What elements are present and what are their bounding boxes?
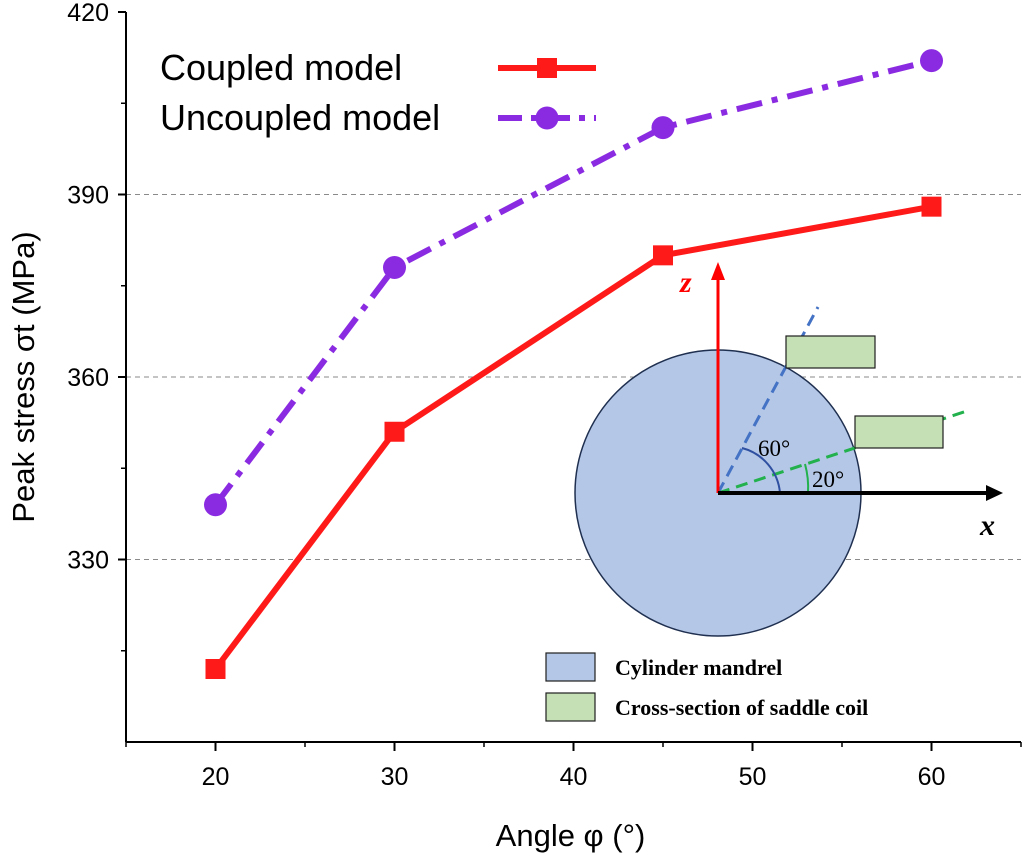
x-tick-label: 30 [381,763,409,791]
legend-swatch-coil [545,692,596,722]
data-point-circle [920,49,943,73]
legend-label-coil: Cross-section of saddle coil [615,695,868,720]
legend-label: Coupled model [160,47,402,88]
x-tick-label: 50 [739,763,767,791]
x-tick-label: 20 [202,763,230,791]
inset-diagram: z x 60° 20° Cylinder mandrel Cross-secti… [545,262,1003,722]
x-axis-label-inset: x [979,509,995,542]
angle-label-60: 60° [758,436,790,461]
grid [126,194,1021,560]
legend-marker-square [537,58,557,78]
x-tick-label: 40 [560,763,588,791]
angle-line-20 [717,408,971,495]
legend-marker-circle [535,106,559,130]
series-line-1 [213,203,933,671]
saddle-coil-section-1 [785,335,876,369]
data-point-circle [383,256,406,279]
y-tick-label: 420 [67,0,109,27]
legend: Coupled model Uncoupled model [160,47,596,138]
saddle-coil-section-2 [854,415,944,449]
x-axis-title: Angle φ (°) [496,818,646,853]
z-axis-label: z [679,266,692,299]
legend-label-mandrel: Cylinder mandrel [615,655,782,680]
legend-swatch-mandrel [545,652,596,682]
data-point-square [653,245,673,266]
data-point-square [205,659,226,679]
angle-arc-60 [741,447,781,494]
y-tick-label: 390 [67,182,109,210]
data-point-square [384,421,405,442]
y-tick-label: 360 [67,364,109,392]
axes: 330 360 390 420 20 30 40 50 60 Angle φ (°) Peak st… [6,0,1022,853]
angle-label-20: 20° [812,467,844,492]
data-point-square [921,196,942,217]
y-tick-label: 330 [67,547,109,575]
data-point-circle [651,116,675,140]
data-point-circle [204,493,227,517]
z-axis-arrowhead [711,262,725,280]
x-axis-arrowhead [986,485,1003,501]
y-axis-title: Peak stress σt (MPa) [6,231,41,522]
series-line-2 [213,57,933,507]
x-tick-label: 60 [918,763,946,791]
legend-label: Uncoupled model [160,97,440,138]
series-layer [204,49,943,679]
